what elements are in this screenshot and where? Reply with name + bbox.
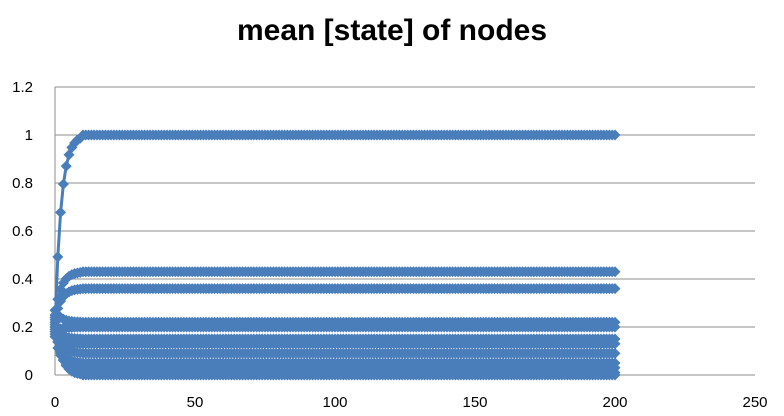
y-tick-label: 0.2 (12, 319, 33, 336)
data-point (609, 283, 621, 295)
x-tick-label: 0 (51, 394, 59, 411)
y-tick-label: 1.2 (12, 79, 33, 96)
data-point (55, 346, 67, 358)
data-point (609, 338, 621, 350)
y-tick-label: 0 (25, 367, 33, 384)
x-tick-label: 100 (322, 394, 347, 411)
data-point (57, 178, 69, 190)
chart-title: mean [state] of nodes (236, 14, 548, 47)
y-tick-label: 1 (25, 127, 33, 144)
x-tick-label: 250 (742, 394, 767, 411)
x-tick-label: 200 (602, 394, 627, 411)
data-point (55, 206, 67, 218)
x-tick-label: 150 (462, 394, 487, 411)
data-point (609, 129, 621, 141)
x-tick-label: 50 (187, 394, 204, 411)
y-tick-label: 0.4 (12, 271, 33, 288)
data-point (52, 251, 64, 263)
data-point (609, 266, 621, 278)
data-point (609, 369, 621, 381)
data-point (49, 311, 61, 323)
data-point (52, 332, 64, 344)
y-tick-label: 0.6 (12, 223, 33, 240)
data-point (60, 160, 72, 172)
y-tick-label: 0.8 (12, 175, 33, 192)
data-point (609, 347, 621, 359)
data-point (609, 321, 621, 333)
